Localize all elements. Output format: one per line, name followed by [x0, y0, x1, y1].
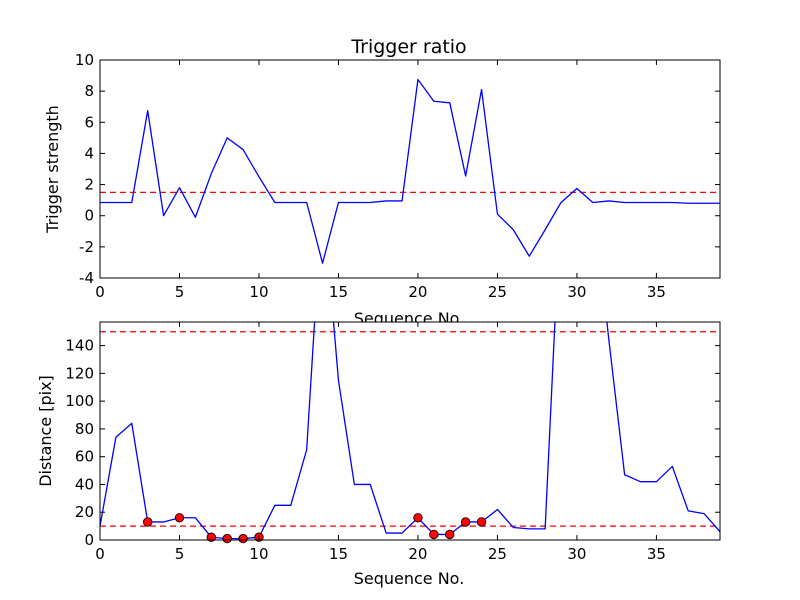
y-tick-label: 100: [65, 392, 94, 410]
x-tick-label: 25: [488, 545, 507, 563]
distance-chart: 0 5 10 15 20 25 30 35 0 20 40 60 80 100 120 140 Sequenc…: [36, 321, 721, 588]
plot-frame: [99, 321, 721, 541]
data-point: [445, 529, 455, 540]
x-tick-label: 0: [95, 545, 105, 563]
x-tick-label: 20: [408, 283, 427, 301]
x-tick-label: 30: [567, 545, 586, 563]
x-tick-label: 30: [567, 283, 586, 301]
x-tick-label: 0: [95, 283, 105, 301]
data-point: [429, 529, 439, 540]
y-tick-label: 80: [75, 420, 94, 438]
plot-area: 0 5 10 15 20 25 30 35 -4 -2 0 2 4 6 8 10: [75, 51, 721, 301]
plot-area: 0 5 10 15 20 25 30 35 0 20 40 60 80 100 120 140: [65, 321, 721, 563]
y-tick-label: 120: [65, 364, 94, 382]
y-tick-label: 140: [65, 337, 94, 355]
y-tick-label: 0: [84, 531, 94, 549]
data-point: [460, 517, 471, 527]
trigger-ratio-chart: Trigger ratio 0 5 10 15 20 25 30 35-4-20246810 …: [43, 36, 721, 328]
data-point: [476, 517, 487, 527]
x-tick-label: 10: [249, 545, 268, 563]
y-tick-label: 2: [84, 176, 94, 194]
series-line-0: [100, 78, 720, 264]
data-point: [413, 513, 423, 523]
data-point: [142, 517, 153, 527]
data-point: [222, 533, 232, 544]
x-tick-label: 15: [329, 545, 348, 563]
y-tick-label: 6: [84, 113, 94, 131]
x-tick-label: 35: [647, 545, 666, 563]
y-axis-label: Trigger strength: [43, 105, 62, 234]
y-tick-label: 0: [84, 207, 94, 225]
y-tick-label: 20: [75, 503, 94, 521]
y-tick-label: 40: [75, 475, 94, 493]
data-point: [206, 532, 216, 542]
series-line-0: [100, 322, 720, 540]
x-tick-label: 5: [175, 545, 185, 563]
x-tick-label: 20: [408, 545, 427, 563]
y-axis-label: Distance [pix]: [36, 375, 55, 487]
y-tick-label: 8: [84, 82, 94, 100]
chart-title: Trigger ratio: [350, 36, 466, 58]
x-tick-label: 35: [647, 283, 666, 301]
x-tick-label: 25: [488, 283, 507, 301]
x-axis-label: Sequence No.: [354, 569, 465, 588]
plot-background: [100, 322, 720, 540]
data-point: [174, 513, 185, 523]
y-tick-label: 10: [75, 51, 94, 69]
data-point: [238, 533, 248, 544]
x-tick-label: 15: [329, 283, 348, 301]
plot-background: [100, 60, 720, 278]
y-tick-label: -2: [79, 238, 94, 256]
x-tick-label: 5: [175, 283, 185, 301]
plot-frame: [99, 59, 721, 279]
y-tick-label: -4: [79, 269, 94, 287]
y-tick-label: 4: [84, 144, 94, 162]
y-tick-label: 60: [75, 448, 94, 466]
x-tick-label: 10: [249, 283, 268, 301]
